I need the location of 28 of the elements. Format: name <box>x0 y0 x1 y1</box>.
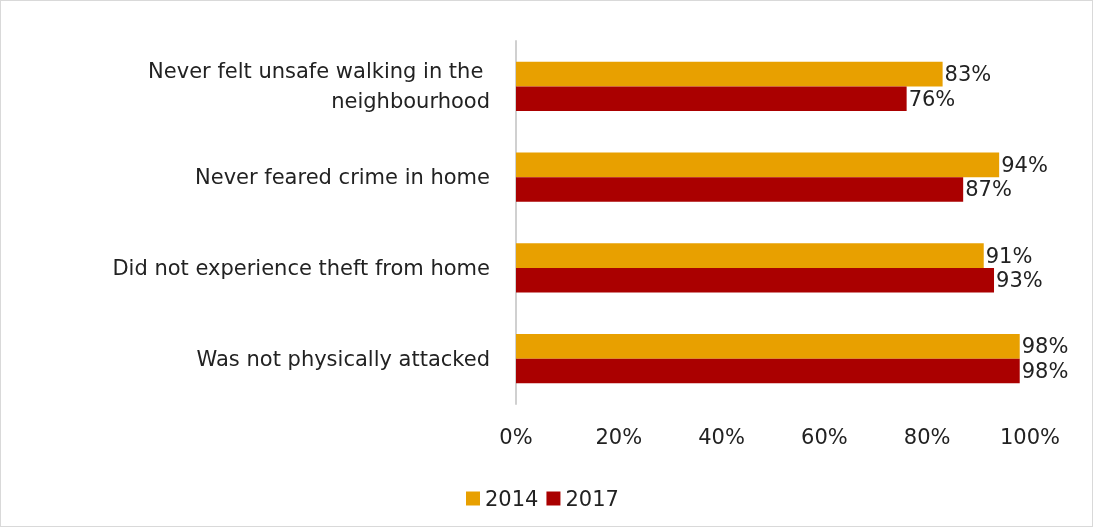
x-tick-label: 80% <box>903 424 951 449</box>
legend-label: 2017 <box>565 486 619 511</box>
x-tick-label: 40% <box>698 424 745 449</box>
data-label: 98% <box>1021 358 1069 383</box>
data-label: 91% <box>985 243 1033 268</box>
bar <box>516 243 984 268</box>
x-tick-label: 20% <box>595 424 643 449</box>
y-tick-label: Did not experience theft from home <box>112 255 490 280</box>
bar <box>516 267 995 293</box>
y-tick-label: Never feared crime in home <box>195 165 490 190</box>
bar <box>516 61 943 87</box>
bar <box>516 334 1020 359</box>
bar <box>516 86 907 111</box>
y-tick-label: Never felt unsafe walking in the neighbourhood <box>148 59 490 114</box>
bar <box>516 152 1000 178</box>
bar <box>516 358 1020 384</box>
x-tick-label: 100% <box>999 424 1061 449</box>
legend-label: 2014 <box>485 486 539 511</box>
data-label: 87% <box>965 177 1012 202</box>
data-label: 83% <box>944 62 992 87</box>
y-tick-label: Was not physically attacked <box>196 346 490 371</box>
data-label: 93% <box>996 268 1043 293</box>
x-tick-label: 0% <box>499 424 533 449</box>
data-label: 94% <box>1001 152 1048 177</box>
data-label: 76% <box>908 86 956 111</box>
data-label: 98% <box>1021 334 1069 359</box>
x-tick-label: 60% <box>801 424 848 449</box>
bar <box>516 177 964 202</box>
